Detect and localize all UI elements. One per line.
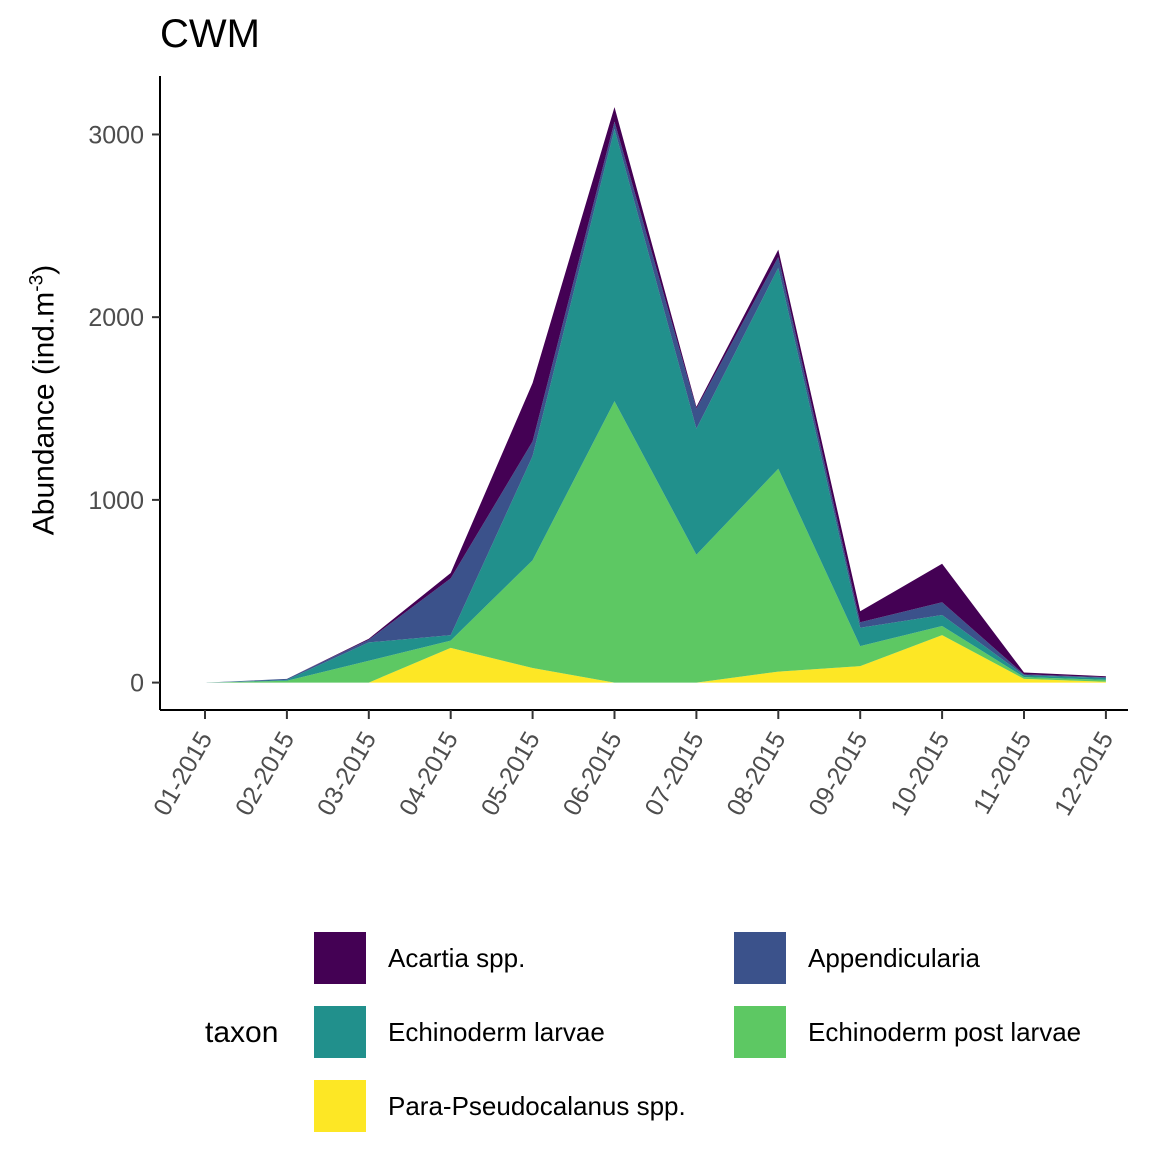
legend-key-para-pseudocalanus xyxy=(314,1080,366,1132)
x-tick-label: 01-2015 xyxy=(148,727,218,820)
legend-label-echinoderm-post-larvae: Echinoderm post larvae xyxy=(808,1016,1082,1047)
x-tick-label: 03-2015 xyxy=(312,727,382,820)
legend-item-appendicularia: Appendicularia xyxy=(734,932,980,984)
legend-key-acartia xyxy=(314,932,366,984)
x-tick-label: 08-2015 xyxy=(721,727,791,820)
x-tick-label: 02-2015 xyxy=(230,727,300,820)
legend-label-echinoderm-larvae: Echinoderm larvae xyxy=(388,1016,605,1047)
series-area-echinoderm-post-larvae xyxy=(205,401,1106,683)
x-tick-label: 09-2015 xyxy=(803,727,873,820)
x-tick-label: 10-2015 xyxy=(885,727,955,820)
legend-label-appendicularia: Appendicularia xyxy=(808,942,981,973)
x-tick-label: 11-2015 xyxy=(968,727,1037,819)
legend-key-appendicularia xyxy=(734,932,786,984)
x-tick-label: 05-2015 xyxy=(476,727,546,820)
y-tick-label: 0 xyxy=(130,670,144,698)
series-area-para-pseudocalanus-spp xyxy=(205,635,1106,683)
legend-title: taxon xyxy=(205,1016,279,1049)
legend-key-echinoderm-larvae xyxy=(314,1006,366,1058)
x-tick-label: 04-2015 xyxy=(394,727,464,820)
x-tick-label: 07-2015 xyxy=(639,727,709,820)
legend-item-echinoderm-larvae: Echinoderm larvae xyxy=(314,1006,605,1058)
legend-item-acartia: Acartia spp. xyxy=(314,932,525,984)
x-tick-label: 12-2015 xyxy=(1049,727,1119,820)
legend-label-para-pseudocalanus: Para-Pseudocalanus spp. xyxy=(388,1090,686,1121)
x-tick-label: 06-2015 xyxy=(558,727,628,820)
legend-item-echinoderm-post-larvae: Echinoderm post larvae xyxy=(734,1006,1081,1058)
y-tick-label: 1000 xyxy=(88,487,144,515)
legend-item-para-pseudocalanus: Para-Pseudocalanus spp. xyxy=(314,1080,686,1132)
legend-label-acartia: Acartia spp. xyxy=(388,942,526,973)
legend-key-echinoderm-post-larvae xyxy=(734,1006,786,1058)
chart-title: CWM xyxy=(160,12,260,56)
y-tick-label: 2000 xyxy=(88,304,144,332)
series-area-echinoderm-larvae xyxy=(205,129,1106,683)
y-tick-label: 3000 xyxy=(88,121,144,149)
